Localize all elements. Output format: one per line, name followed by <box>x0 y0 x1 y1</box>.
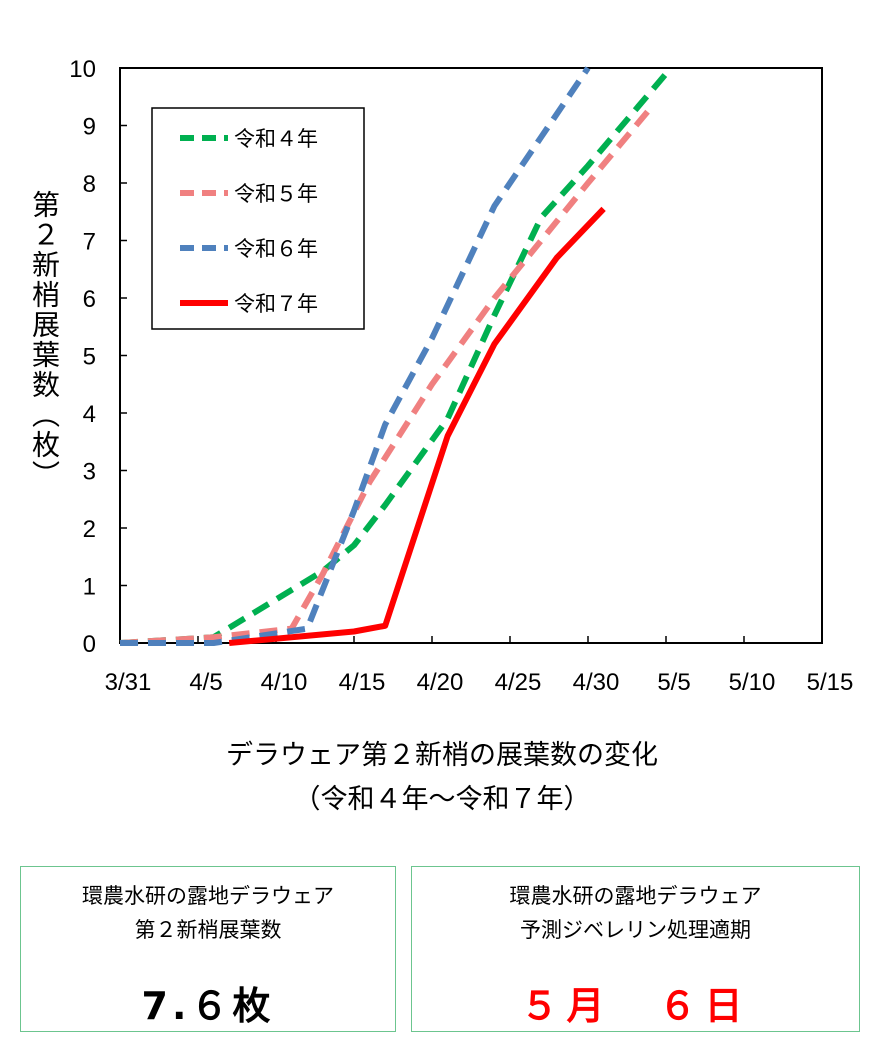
treatment-date-value: ５月 ６日 <box>520 984 751 1028</box>
chart-subtitle: （令和４年〜令和７年） <box>293 784 591 815</box>
x-tick-label: 4/5 <box>189 669 222 696</box>
chart-title: デラウェア第２新梢の展葉数の変化 <box>226 740 658 771</box>
y-tick-label: 8 <box>83 171 96 198</box>
series-lines <box>119 66 669 646</box>
y-axis: 0 1 2 3 4 5 6 7 8 9 10 <box>69 56 127 658</box>
x-tick-label: 3/31 <box>105 669 152 696</box>
y-tick-label: 0 <box>83 631 96 658</box>
x-tick-label: 4/25 <box>495 669 542 696</box>
y-tick-label: 10 <box>69 56 96 83</box>
y-tick-label: 2 <box>83 516 96 543</box>
series-line-1 <box>119 71 669 646</box>
y-tick-label: 6 <box>83 286 96 313</box>
leaf-count-value: 7.６枚 <box>141 984 275 1028</box>
x-tick-label: 4/30 <box>573 669 620 696</box>
legend-label: 令和４年 <box>234 127 318 151</box>
treatment-date-panel: 環農水研の露地デラウェア 予測ジベレリン処理適期 ５月 ６日 <box>411 866 860 1032</box>
x-tick-label: 5/15 <box>807 669 854 696</box>
legend-label: 令和５年 <box>234 182 318 206</box>
y-tick-label: 4 <box>83 401 96 428</box>
legend-box <box>151 107 365 330</box>
x-axis: 3/31 4/5 4/10 4/15 4/20 4/25 4/30 5/5 5/10 5/15 <box>105 636 854 696</box>
leaf-count-line1: 環農水研の露地デラウェア <box>82 884 334 908</box>
x-tick-label: 5/10 <box>729 669 776 696</box>
series-line-2 <box>119 106 653 646</box>
x-tick-label: 4/10 <box>261 669 308 696</box>
legend-label: 令和６年 <box>234 237 318 261</box>
legend-label: 令和７年 <box>234 292 318 316</box>
y-tick-label: 7 <box>83 229 96 256</box>
line-chart: 0 1 2 3 4 5 6 7 8 9 10 3/31 4/5 4/10 4/15 4/20 4/25 4/30… <box>69 56 854 696</box>
x-tick-label: 5/5 <box>657 669 690 696</box>
leaf-count-panel: 環農水研の露地デラウェア 第２新梢展葉数 7.６枚 <box>20 866 396 1032</box>
treatment-date-line2: 予測ジベレリン処理適期 <box>520 918 751 942</box>
series-line-4 <box>228 206 606 646</box>
treatment-date-line1: 環農水研の露地デラウェア <box>509 884 762 908</box>
x-tick-label: 4/15 <box>339 669 386 696</box>
y-tick-label: 9 <box>83 114 96 141</box>
x-tick-label: 4/20 <box>417 669 464 696</box>
leaf-count-line2: 第２新梢展葉数 <box>134 918 282 942</box>
y-axis-title: 第２新梢展葉数（枚） <box>28 190 61 490</box>
y-tick-label: 3 <box>83 459 96 486</box>
y-tick-label: 5 <box>83 344 96 371</box>
series-line-3 <box>120 66 591 646</box>
y-tick-label: 1 <box>83 574 96 601</box>
